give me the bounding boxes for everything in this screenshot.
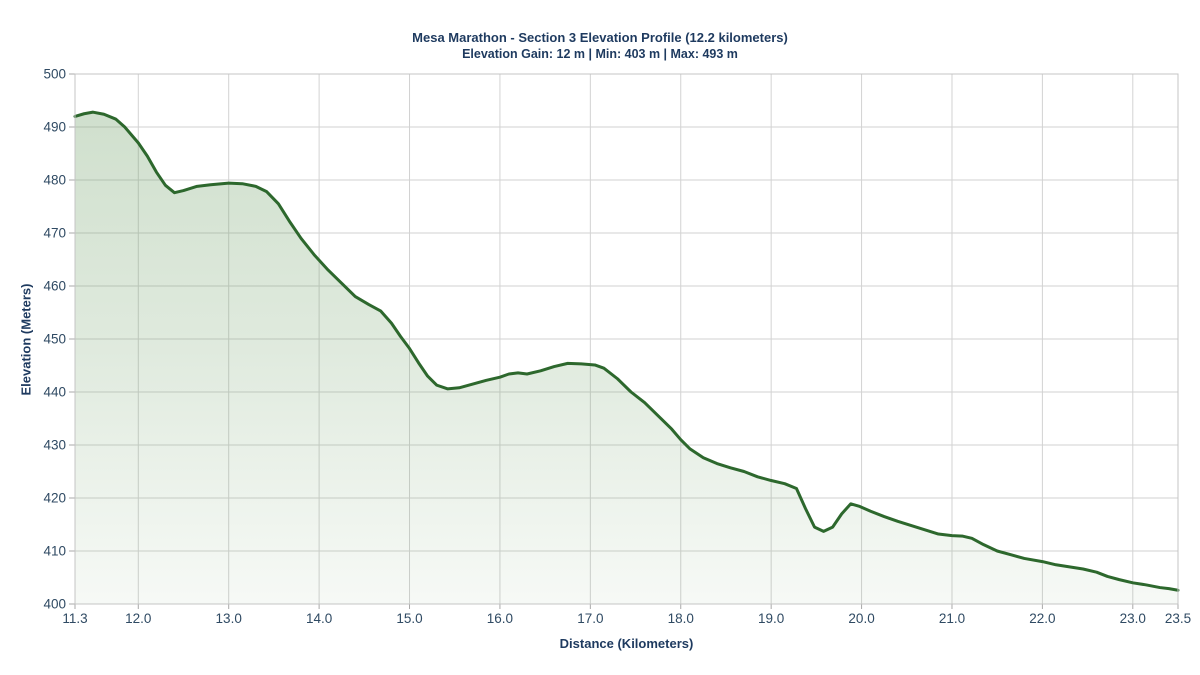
x-axis-title: Distance (Kilometers) <box>559 636 694 651</box>
x-tick-label: 22.0 <box>1029 611 1056 626</box>
elevation-area <box>75 112 1178 604</box>
x-tick-label: 14.0 <box>305 611 333 626</box>
y-tick-label: 460 <box>43 278 66 294</box>
elevation-line <box>73 110 1180 592</box>
y-tick-label: 420 <box>43 490 66 506</box>
x-tick-label: 13.0 <box>215 611 242 626</box>
x-tick-label: 12.0 <box>125 611 152 626</box>
x-tick-label: 17.0 <box>577 611 604 626</box>
y-tick-label: 440 <box>43 384 66 400</box>
y-tick-label: 500 <box>43 66 66 82</box>
y-tick-label: 450 <box>43 331 66 347</box>
x-tick-label: 16.0 <box>486 611 514 626</box>
y-tick-label: 490 <box>43 119 66 135</box>
chart-header: Mesa Marathon - Section 3 Elevation Prof… <box>0 29 1200 62</box>
y-tick-label: 470 <box>43 225 66 241</box>
x-tick-label: 11.3 <box>62 611 88 626</box>
y-tick-label: 400 <box>43 596 66 612</box>
x-tick-label: 23.0 <box>1119 611 1146 626</box>
chart-title: Mesa Marathon - Section 3 Elevation Prof… <box>412 30 788 45</box>
plot-border <box>74 73 1179 605</box>
y-tick-label: 430 <box>43 437 66 453</box>
x-tick-label: 20.0 <box>848 611 875 626</box>
y-tick-label: 480 <box>43 172 66 188</box>
x-tick-label: 21.0 <box>938 611 966 626</box>
y-axis-title: Elevation (Meters) <box>18 283 34 396</box>
chart-subtitle: Elevation Gain: 12 m | Min: 403 m | Max:… <box>462 47 738 61</box>
x-tick-label: 15.0 <box>396 611 423 626</box>
y-tick-label: 410 <box>43 543 66 559</box>
x-tick-label: 19.0 <box>758 611 785 626</box>
x-tick-label: 18.0 <box>667 611 694 626</box>
x-tick-label: 23.5 <box>1164 611 1192 626</box>
